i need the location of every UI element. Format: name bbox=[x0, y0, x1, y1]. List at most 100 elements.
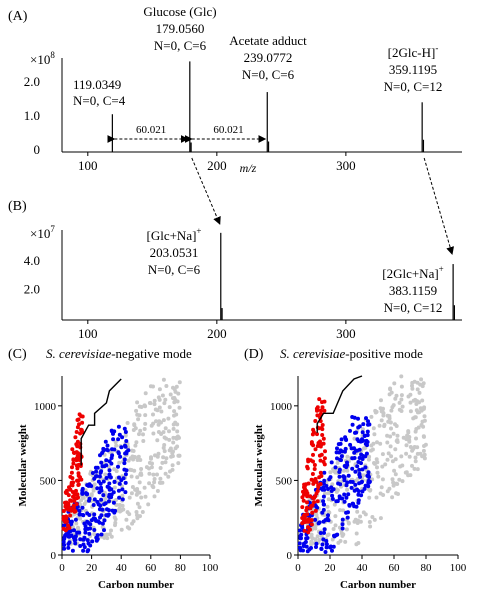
scatter-c-point bbox=[155, 489, 160, 493]
scatter-c-point bbox=[103, 439, 108, 444]
scatter-c-point bbox=[112, 485, 117, 490]
scatter-d-point bbox=[303, 487, 307, 492]
scatter-c-point bbox=[119, 527, 124, 532]
spectrum-a-peak-mass: 239.0772 bbox=[244, 50, 293, 65]
scatter-c-point bbox=[82, 545, 87, 550]
scatter-d-point bbox=[408, 473, 413, 478]
scatter-d-point bbox=[362, 486, 367, 491]
scatter-d-x-tick-label: 40 bbox=[357, 562, 369, 574]
spectrum-b-axes: 2.0 4.0 100 200 300 bbox=[24, 230, 462, 341]
scatter-c-point bbox=[95, 533, 100, 538]
scatter-d-point bbox=[412, 466, 417, 471]
scatter-d-point bbox=[366, 419, 370, 424]
scatter-d-point bbox=[319, 426, 324, 430]
scatter-d-point bbox=[340, 517, 345, 522]
scatter-c-point bbox=[123, 433, 128, 438]
scatter-d-point bbox=[312, 500, 316, 505]
scatter-c-point bbox=[102, 528, 106, 533]
scatter-c-point bbox=[79, 427, 84, 432]
scatter-d-point bbox=[330, 497, 335, 501]
scatter-c-point bbox=[87, 513, 92, 517]
spectrum-a-ion-name: Glucose (Glc) bbox=[143, 4, 216, 19]
scatter-c-point bbox=[68, 529, 73, 533]
scatter-c-point bbox=[104, 447, 109, 452]
spectrum-b-ion-name-base: [2Glc+Na] bbox=[382, 266, 438, 281]
scatter-d-point bbox=[383, 462, 388, 467]
scatter-d-point bbox=[312, 463, 317, 467]
multiplier-b: ×107 bbox=[30, 224, 55, 241]
scatter-d-point bbox=[312, 496, 317, 500]
scatter-d-point bbox=[342, 475, 347, 480]
scatter-d-point bbox=[343, 435, 348, 440]
scatter-d-point bbox=[364, 438, 369, 443]
scatter-d-point bbox=[352, 519, 357, 524]
scatter-d-point bbox=[309, 532, 314, 537]
scatter-c-point bbox=[105, 507, 109, 512]
scatter-c-point bbox=[75, 530, 80, 535]
scatter-d-point bbox=[413, 455, 418, 460]
scatter-d-point bbox=[399, 397, 404, 402]
scatter-d-point bbox=[345, 454, 350, 459]
scatter-c-point bbox=[73, 541, 78, 546]
spectrum-a-ion-name: [2Glc-H]- bbox=[388, 43, 439, 60]
scatter-d-point bbox=[389, 454, 394, 459]
scatter-c-point bbox=[110, 508, 115, 513]
scatter-d-point bbox=[310, 472, 315, 476]
scatter-c-point bbox=[162, 435, 167, 440]
scatter-c-point bbox=[105, 484, 110, 489]
scatter-c-point bbox=[151, 485, 156, 490]
scatter-c-point bbox=[151, 431, 156, 436]
scatter-c-point bbox=[89, 492, 94, 497]
scatter-d-point bbox=[318, 470, 323, 475]
scatter-d-point bbox=[394, 491, 399, 496]
scatter-d-point bbox=[322, 470, 327, 475]
scatter-d-point bbox=[397, 477, 402, 482]
scatter-c-point bbox=[152, 494, 157, 499]
scatter-d-point bbox=[399, 384, 404, 389]
scatter-c-point bbox=[70, 465, 74, 470]
scatter-c-point bbox=[78, 512, 83, 517]
scatter-d-point bbox=[408, 400, 413, 405]
scatter-c-point bbox=[87, 531, 92, 536]
scatter-d-point bbox=[357, 456, 362, 460]
scatter-d-point bbox=[417, 390, 422, 395]
scatter-d-point bbox=[321, 436, 326, 441]
spectrum-b-x-tick-label: 300 bbox=[336, 326, 356, 341]
spectrum-b-y-tick-label: 2.0 bbox=[24, 282, 40, 297]
scatter-d-point bbox=[340, 449, 344, 454]
scatter-d-point bbox=[314, 480, 319, 484]
scatter-c-point bbox=[164, 456, 169, 461]
scatter-d-point bbox=[399, 393, 404, 398]
scatter-d-point bbox=[366, 457, 371, 462]
scatter-c-point bbox=[122, 426, 127, 431]
scatter-d-point bbox=[323, 518, 328, 523]
scatter-d-point bbox=[311, 443, 316, 448]
scatter-c-point bbox=[155, 408, 160, 413]
scatter-c-point bbox=[81, 537, 86, 542]
scatter-d-point bbox=[305, 491, 310, 496]
scatter-d-point bbox=[346, 492, 351, 497]
scatter-d-point bbox=[302, 515, 307, 520]
scatter-d-point bbox=[322, 456, 327, 461]
scatter-d-point bbox=[410, 463, 414, 468]
scatter-d-point bbox=[420, 454, 425, 459]
scatter-d-point bbox=[317, 537, 322, 542]
spectrum-a-x-tick-label: 100 bbox=[78, 158, 98, 173]
scatter-d-point bbox=[399, 454, 404, 459]
scatter-d-point bbox=[301, 544, 306, 548]
scatter-c-point bbox=[99, 497, 104, 502]
scatter-d-point bbox=[379, 398, 383, 403]
scatter-c-point bbox=[78, 544, 83, 548]
scatter-d-point bbox=[301, 548, 305, 553]
scatter-c-point bbox=[66, 545, 71, 550]
scatter-d-point bbox=[326, 487, 330, 491]
scatter-c-y-tick-label: 500 bbox=[40, 475, 57, 487]
scatter-c-point bbox=[78, 431, 83, 436]
scatter-d-point bbox=[368, 488, 372, 493]
scatter-c-point bbox=[105, 443, 110, 448]
scatter-d-point bbox=[323, 449, 327, 454]
scatter-c-point bbox=[116, 424, 121, 429]
spectrum-b-peak-formula: N=0, C=6 bbox=[148, 262, 201, 277]
scatter-d-point bbox=[348, 442, 353, 447]
